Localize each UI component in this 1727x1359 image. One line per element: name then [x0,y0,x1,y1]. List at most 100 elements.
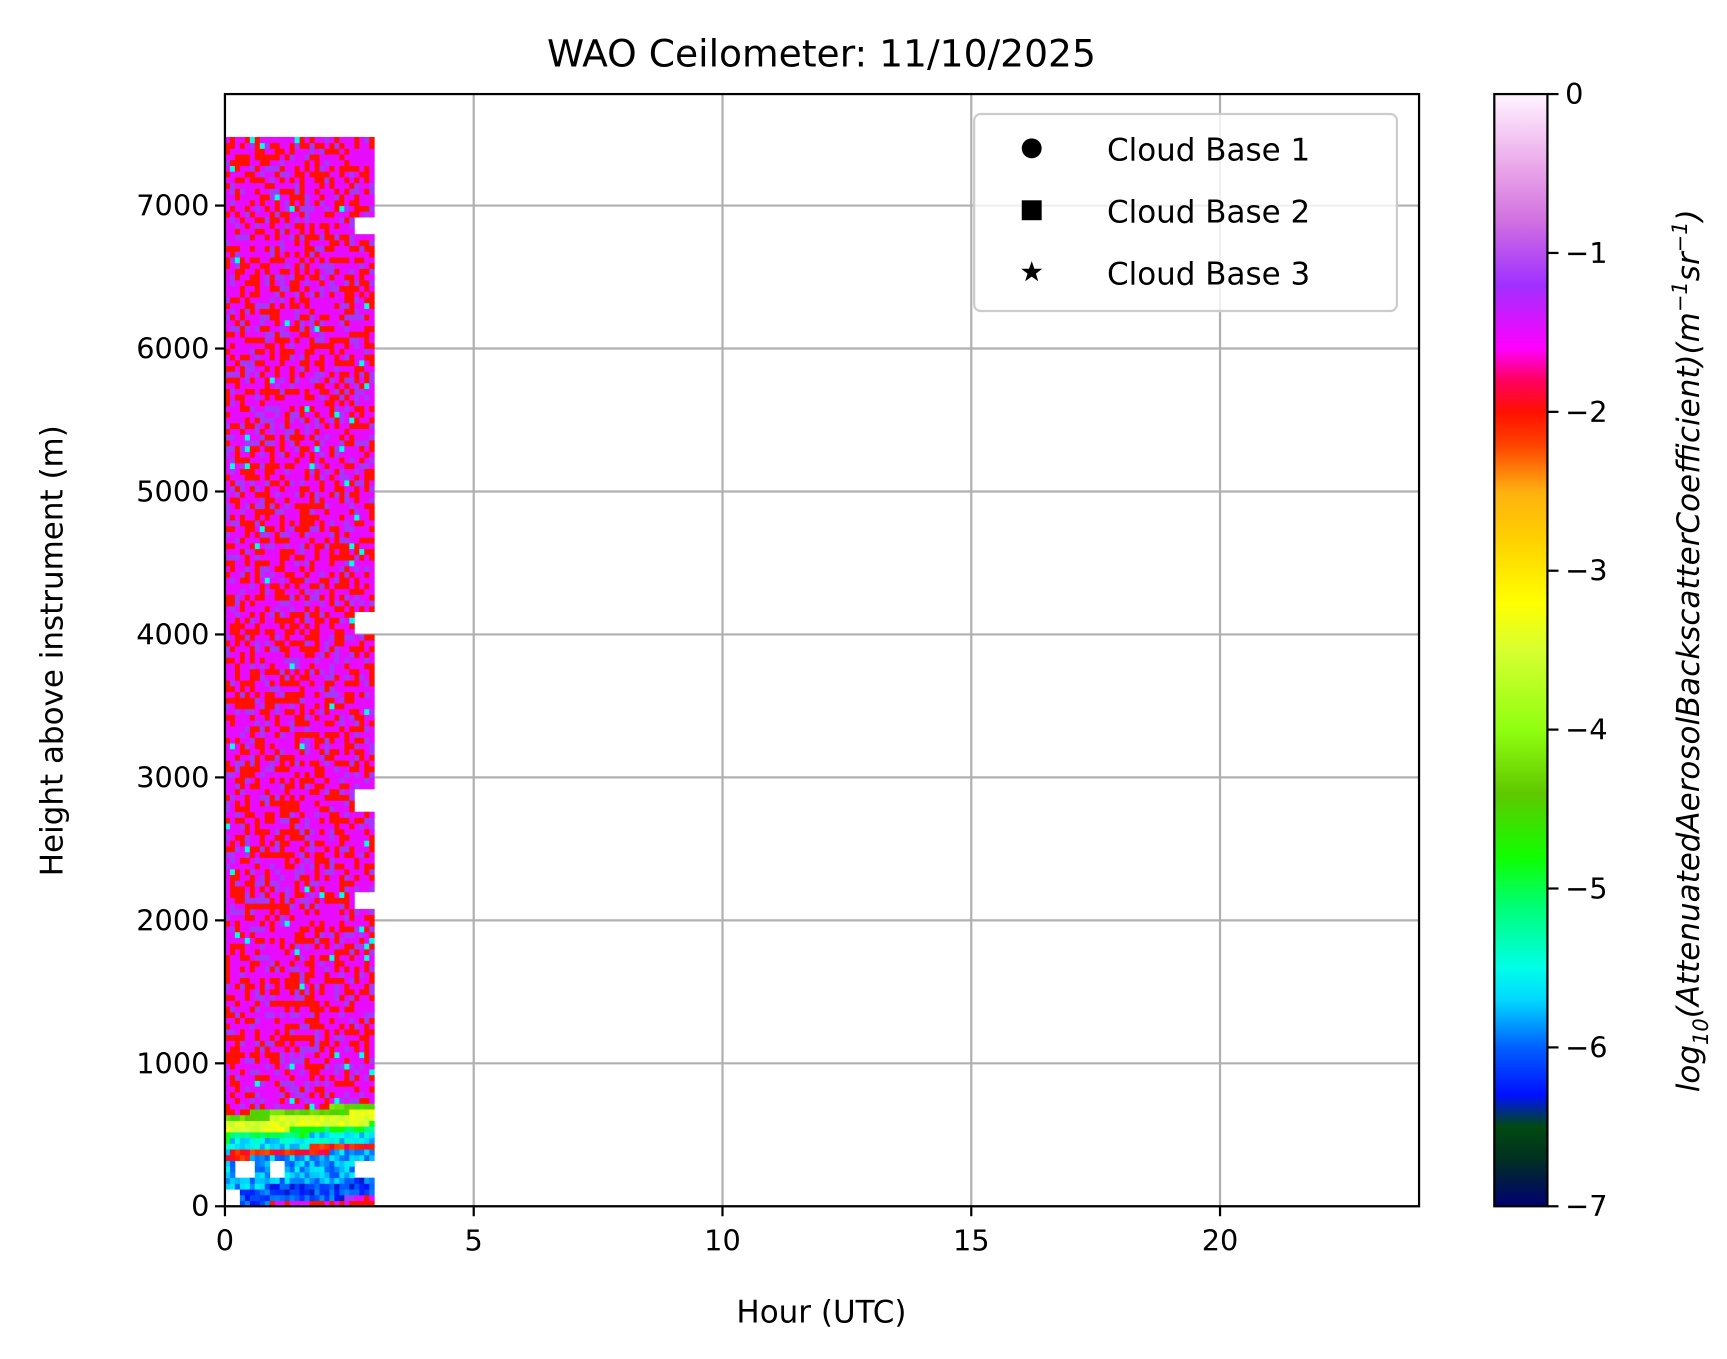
heatmap-cell [294,480,301,487]
heatmap-cell [334,1069,340,1076]
heatmap-cell [264,245,271,252]
heatmap-cell [344,228,350,235]
heatmap-cell [294,1137,301,1144]
heatmap-cell [264,508,271,515]
heatmap-cell [279,948,286,956]
heatmap-cell [284,783,291,790]
heatmap-cell [244,142,251,149]
heatmap-cell [334,228,340,235]
heatmap-cell [334,623,340,630]
heatmap-cell [254,731,261,738]
heatmap-cell [244,199,251,207]
heatmap-cell [249,474,256,481]
heatmap-cell [254,1160,261,1167]
heatmap-cell [314,428,320,435]
heatmap-cell [314,199,320,207]
heatmap-cell [354,811,360,818]
heatmap-cell [224,771,231,778]
heatmap-cell [324,754,330,761]
heatmap-cell [329,1194,335,1202]
heatmap-cell [299,777,306,784]
heatmap-cell [239,239,246,247]
heatmap-cell [264,863,271,870]
heatmap-cell [274,1177,281,1184]
heatmap-cell [269,205,276,212]
heatmap-cell [299,788,306,796]
heatmap-cell [304,560,310,567]
heatmap-cell [254,765,261,773]
heatmap-cell [324,920,330,927]
heatmap-cell [344,777,350,784]
heatmap-cell [249,674,256,681]
heatmap-cell [264,828,271,836]
heatmap-cell [299,245,306,252]
heatmap-cell [244,1120,251,1127]
heatmap-cell [339,159,345,166]
heatmap-cell [224,754,231,761]
heatmap-cell [309,337,315,344]
heatmap-cell [319,903,325,910]
heatmap-cell [244,617,251,624]
heatmap-cell [249,257,256,264]
heatmap-cell [289,748,296,755]
heatmap-cell [299,937,306,944]
heatmap-cell [299,405,306,412]
heatmap-cell [259,645,266,653]
heatmap-cell [324,1023,330,1030]
heatmap-cell [264,937,271,944]
heatmap-cell [339,737,345,744]
heatmap-cell [274,251,281,258]
heatmap-cell [274,1057,281,1064]
heatmap-cell [314,994,320,1001]
heatmap-cell [304,502,310,510]
heatmap-cell [274,228,281,235]
heatmap-cell [254,399,261,407]
heatmap-cell [289,217,296,224]
heatmap-cell [234,571,241,578]
heatmap-cell [259,148,266,155]
heatmap-cell [254,565,261,572]
heatmap-cell [289,663,296,670]
heatmap-cell [329,1097,335,1104]
heatmap-cell [294,657,301,664]
heatmap-cell [244,405,251,412]
heatmap-cell [334,1000,340,1007]
heatmap-cell [224,1046,231,1053]
heatmap-cell [284,257,291,264]
heatmap-cell [304,640,310,647]
heatmap-cell [349,617,355,624]
heatmap-cell [314,485,320,492]
heatmap-cell [229,668,236,675]
heatmap-cell [269,937,276,944]
heatmap-cell [224,251,231,258]
heatmap-cell [254,319,261,327]
heatmap-cell [269,863,276,870]
heatmap-cell [264,714,271,721]
heatmap-cell [294,908,301,916]
heatmap-cell [344,171,350,178]
heatmap-cell [299,1126,306,1133]
heatmap-cell [344,891,350,898]
heatmap-cell [279,1000,286,1007]
heatmap-cell [294,731,301,738]
heatmap-cell [319,600,325,607]
heatmap-cell [324,1109,330,1116]
heatmap-cell [334,154,340,161]
heatmap-cell [259,440,266,447]
heatmap-cell [309,1120,315,1127]
heatmap-cell [229,1029,236,1036]
heatmap-cell [299,685,306,693]
heatmap-cell [299,302,306,309]
heatmap-cell [274,1046,281,1053]
heatmap-cell [304,337,310,344]
heatmap-cell [274,451,281,458]
heatmap-cell [269,474,276,481]
heatmap-cell [254,1051,261,1059]
heatmap-cell [324,182,330,189]
heatmap-cell [339,171,345,178]
heatmap-cell [239,817,246,824]
heatmap-cell [354,823,360,830]
heatmap-cell [294,983,301,990]
heatmap-cell [264,1143,271,1150]
heatmap-cell [334,1149,340,1156]
